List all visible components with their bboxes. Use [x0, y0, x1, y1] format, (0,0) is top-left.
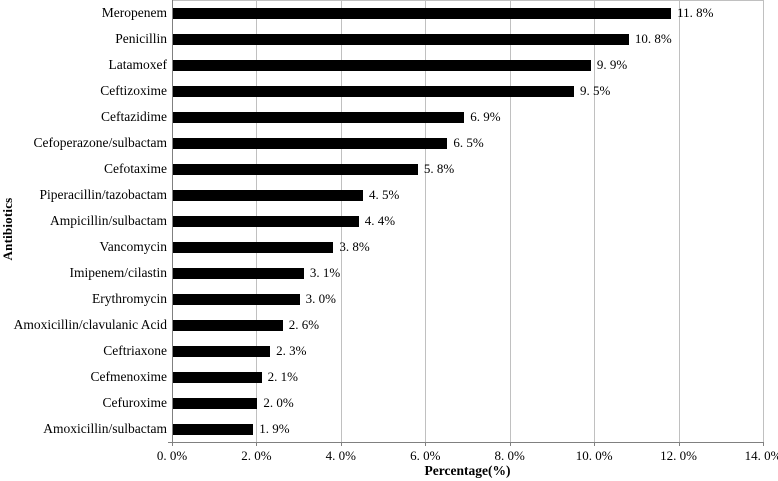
value-label: 2. 0%: [263, 395, 294, 410]
value-label: 3. 1%: [309, 265, 341, 280]
category-label: Cefoperazone/sulbactam: [33, 135, 167, 150]
value-label: 11. 8%: [677, 5, 714, 20]
x-axis-tick: [425, 442, 427, 446]
category-label: Meropenem: [101, 5, 167, 20]
x-axis-tick: [340, 442, 342, 446]
x-tick-label: 0. 0%: [156, 448, 188, 463]
x-tick-label: 8. 0%: [494, 448, 525, 463]
category-label: Erythromycin: [92, 291, 167, 306]
value-label: 9. 5%: [580, 83, 611, 98]
value-label: 4. 4%: [364, 213, 396, 228]
category-label: Piperacillin/tazobactam: [39, 187, 167, 202]
bar: [173, 111, 465, 123]
bar: [173, 163, 418, 175]
bar: [173, 59, 591, 71]
category-label: Ceftazidime: [101, 109, 167, 124]
x-tick-label: 12. 0%: [660, 448, 697, 463]
bar: [173, 371, 262, 383]
category-label: Ceftizoxime: [100, 83, 167, 98]
x-tick-label: 4. 0%: [325, 448, 357, 463]
gridline: [594, 0, 596, 442]
value-label: 10. 8%: [634, 31, 672, 46]
value-label: 1. 9%: [259, 421, 290, 436]
bar: [173, 397, 258, 409]
category-label: Ceftriaxone: [103, 343, 167, 358]
x-tick-label: 14. 0%: [744, 448, 778, 463]
x-axis-line: [168, 442, 763, 443]
x-axis-tick: [763, 442, 764, 446]
bar: [173, 293, 300, 305]
bar: [173, 267, 304, 279]
bar: [173, 189, 363, 201]
x-axis-title: Percentage(%): [424, 463, 511, 478]
gridline: [763, 0, 764, 442]
x-tick-label: 2. 0%: [241, 448, 272, 463]
category-label: Penicillin: [115, 31, 167, 46]
category-label: Cefotaxime: [104, 161, 167, 176]
value-label: 9. 9%: [596, 57, 628, 72]
category-label: Amoxicillin/sulbactam: [43, 421, 167, 436]
category-label: Latamoxef: [108, 57, 167, 72]
x-axis-tick: [678, 442, 680, 446]
category-label: Cefuroxime: [102, 395, 167, 410]
value-label: 2. 6%: [288, 317, 320, 332]
category-label: Ampicillin/sulbactam: [50, 213, 167, 228]
x-tick-label: 6. 0%: [410, 448, 441, 463]
bar: [173, 241, 334, 253]
bar: [173, 319, 283, 331]
category-label: Vancomycin: [99, 239, 167, 254]
category-label: Cefmenoxime: [90, 369, 167, 384]
x-axis-tick: [256, 442, 258, 446]
bar: [173, 33, 629, 45]
value-label: 2. 1%: [267, 369, 298, 384]
bar: [173, 137, 448, 149]
bar: [173, 85, 575, 97]
value-label: 3. 8%: [339, 239, 370, 254]
value-label: 5. 8%: [423, 161, 455, 176]
gridline: [425, 0, 427, 442]
value-label: 2. 3%: [276, 343, 307, 358]
gridline: [509, 0, 511, 442]
value-label: 6. 9%: [470, 109, 501, 124]
category-label: Amoxicillin/clavulanic Acid: [13, 317, 167, 332]
value-label: 4. 5%: [368, 187, 400, 202]
bar: [173, 423, 254, 435]
y-axis-line: [172, 0, 173, 446]
x-axis-tick: [509, 442, 511, 446]
plot-top-border: [172, 0, 763, 1]
bar: [173, 215, 359, 227]
x-tick-label: 10. 0%: [575, 448, 613, 463]
x-axis-tick: [594, 442, 596, 446]
value-label: 3. 0%: [305, 291, 336, 306]
bar: [173, 7, 672, 19]
category-label: Imipenem/cilastin: [69, 265, 167, 280]
value-label: 6. 5%: [453, 135, 484, 150]
bar: [173, 345, 271, 357]
gridline: [678, 0, 680, 442]
